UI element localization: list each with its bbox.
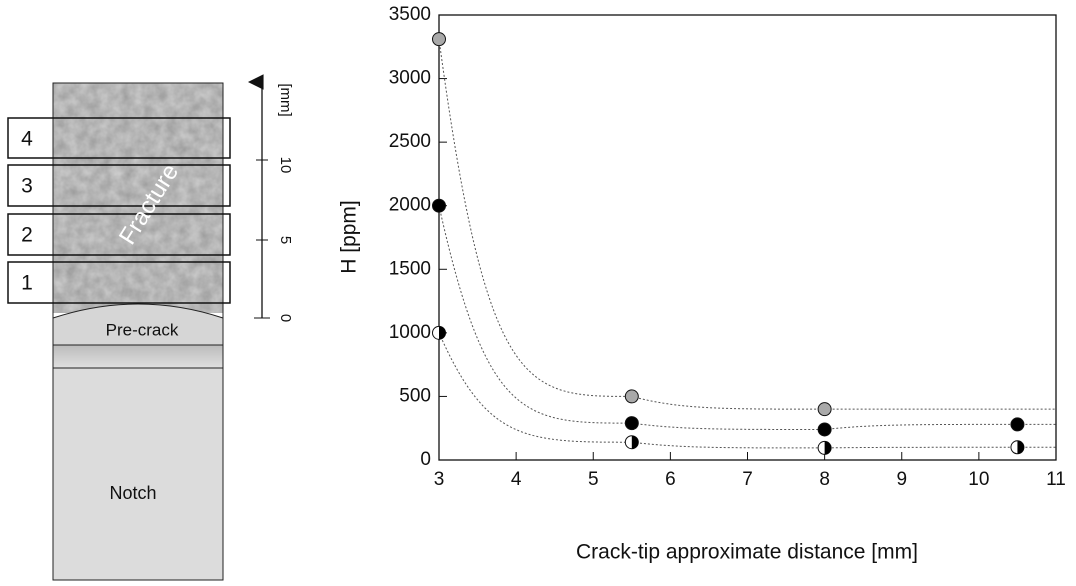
x-tick-label: 7 <box>742 469 753 490</box>
x-tick-label: 9 <box>896 469 907 490</box>
box-label: 1 <box>21 272 33 295</box>
data-point <box>432 198 446 213</box>
precrack-label: Pre-crack <box>106 320 179 339</box>
scale-label: 0 <box>277 314 294 322</box>
precrack-region <box>52 303 224 346</box>
fit-curve <box>438 205 1018 430</box>
notch-region <box>52 367 224 581</box>
scale-label: 5 <box>277 236 294 244</box>
plot-frame <box>438 14 1057 461</box>
y-tick-label: 1000 <box>389 322 431 343</box>
marker-half <box>1017 440 1024 454</box>
specimen: 4 3 2 1 Fracture Pre-crack Notch <box>7 82 231 581</box>
fracture-texture <box>53 83 223 313</box>
data-point <box>817 402 832 417</box>
y-tick-label: 0 <box>420 449 431 470</box>
data-point <box>624 389 639 404</box>
scale: 0 5 10 [mm] <box>247 74 294 322</box>
x-tick-label: 8 <box>819 469 830 490</box>
y-tick-label: 500 <box>399 385 431 406</box>
x-tick-label: 4 <box>511 469 522 490</box>
x-tick-label: 5 <box>588 469 599 490</box>
fit-curve <box>438 39 825 410</box>
region-box <box>7 164 231 207</box>
scale-unit: [mm] <box>277 83 294 116</box>
box-label: 3 <box>21 175 33 198</box>
region-box <box>7 117 231 159</box>
box-label: 4 <box>21 128 33 151</box>
notch-label: Notch <box>109 483 156 503</box>
region-box <box>7 213 231 256</box>
x-tick-label: 3 <box>434 469 445 490</box>
transition-region <box>52 344 224 369</box>
data-point <box>1010 417 1025 432</box>
x-tick-label: 6 <box>665 469 676 490</box>
y-tick-label: 2000 <box>389 195 431 216</box>
data-point <box>432 32 446 47</box>
x-tick-label: 10 <box>968 469 989 490</box>
y-tick-label: 2500 <box>389 131 431 152</box>
specimen-outline <box>52 82 224 581</box>
y-tick-label: 3500 <box>389 4 431 25</box>
box-label: 2 <box>21 224 33 247</box>
y-axis-title: H [ppm] <box>338 200 361 274</box>
x-axis-title: Crack-tip approximate distance [mm] <box>576 541 918 564</box>
marker-half <box>631 435 639 449</box>
marker-half <box>824 441 832 455</box>
fit-curve <box>438 332 1018 449</box>
y-tick-label: 1500 <box>389 258 431 279</box>
x-tick-label: 11 <box>1046 469 1066 490</box>
data-point <box>817 422 832 437</box>
region-box <box>7 261 231 304</box>
y-tick-label: 3000 <box>389 68 431 89</box>
marker-half <box>439 326 446 340</box>
data-point <box>624 416 639 431</box>
scale-label: 10 <box>277 157 294 174</box>
